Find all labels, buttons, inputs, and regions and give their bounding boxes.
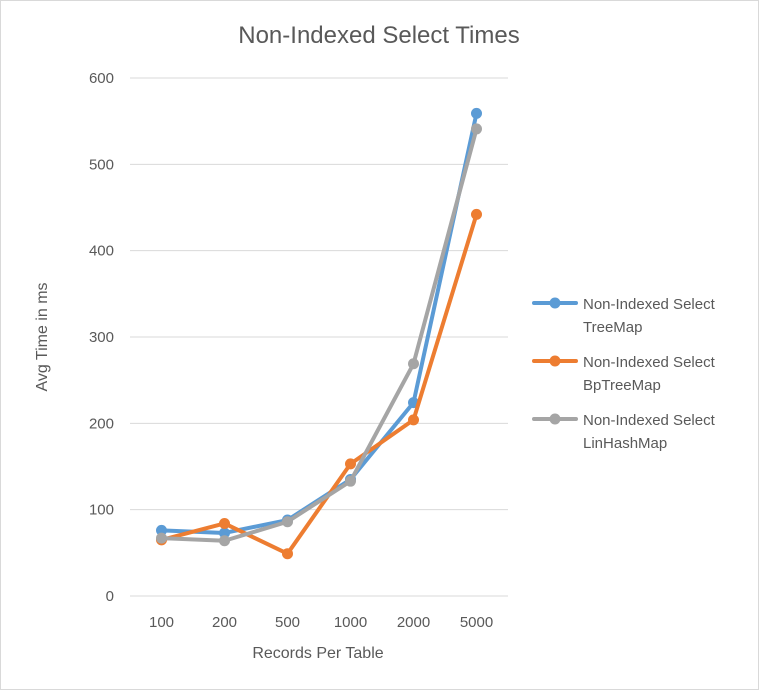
- series-3: [156, 123, 482, 547]
- legend-marker: [549, 297, 561, 309]
- y-axis-label: Avg Time in ms: [34, 282, 51, 391]
- data-point: [282, 516, 293, 528]
- x-tick-label: 100: [149, 614, 174, 631]
- x-tick-label: 2000: [397, 614, 430, 631]
- data-point: [282, 548, 293, 560]
- data-point: [471, 107, 482, 119]
- x-tick-labels: 100 200 500 1000 2000 5000: [149, 614, 493, 631]
- series-line: [159, 126, 479, 543]
- legend-label: BpTreeMap: [583, 377, 661, 394]
- data-point: [219, 517, 230, 529]
- legend-marker: [549, 355, 561, 367]
- legend-label: LinHashMap: [583, 435, 667, 452]
- x-axis-label: Records Per Table: [252, 645, 383, 662]
- y-tick-label: 100: [89, 502, 114, 519]
- data-point: [408, 414, 419, 426]
- legend-label: Non-Indexed Select: [583, 412, 716, 429]
- series-layer: [156, 107, 482, 560]
- legend-item: Non-Indexed Select LinHashMap: [532, 412, 716, 452]
- legend-label: TreeMap: [583, 319, 642, 336]
- x-tick-label: 1000: [334, 614, 367, 631]
- data-point: [471, 123, 482, 135]
- series-1: [156, 107, 482, 539]
- data-point: [219, 535, 230, 547]
- y-tick-label: 0: [106, 588, 114, 605]
- legend-marker: [549, 413, 561, 425]
- x-tick-label: 500: [275, 614, 300, 631]
- series-line: [159, 111, 479, 535]
- y-tick-labels: 0 100 200 300 400 500 600: [89, 70, 114, 605]
- x-tick-label: 5000: [460, 614, 493, 631]
- data-point: [471, 208, 482, 220]
- gridlines: [130, 77, 508, 597]
- legend-item: Non-Indexed Select BpTreeMap: [532, 354, 716, 394]
- y-tick-label: 200: [89, 415, 114, 432]
- legend-item: Non-Indexed Select TreeMap: [532, 296, 716, 336]
- y-tick-label: 600: [89, 70, 114, 87]
- y-tick-label: 400: [89, 243, 114, 260]
- data-point: [345, 458, 356, 470]
- data-point: [408, 358, 419, 370]
- data-point: [156, 524, 167, 536]
- y-tick-label: 300: [89, 329, 114, 346]
- legend-label: Non-Indexed Select: [583, 354, 716, 371]
- series-2: [156, 208, 482, 560]
- legend-label: Non-Indexed Select: [583, 296, 716, 313]
- series-line: [159, 212, 479, 556]
- x-tick-label: 200: [212, 614, 237, 631]
- y-tick-label: 500: [89, 156, 114, 173]
- data-point: [219, 527, 230, 539]
- data-point: [345, 475, 356, 487]
- data-point: [156, 532, 167, 544]
- chart-title: Non-Indexed Select Times: [238, 22, 519, 49]
